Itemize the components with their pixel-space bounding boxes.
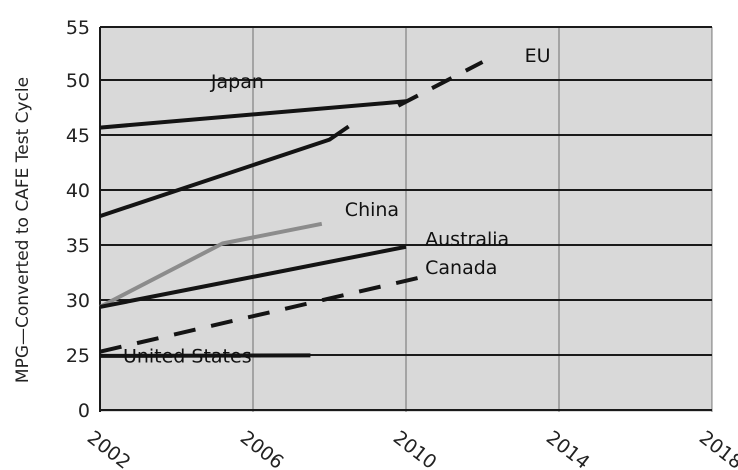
series-line-eu-1 (99, 124, 350, 218)
y-tick-label: 35 (66, 235, 90, 257)
series-label-china: China (345, 199, 399, 221)
series-line-united-states-6 (99, 353, 311, 358)
series-line-japan-0 (99, 99, 407, 130)
y-tick-label: 25 (66, 345, 90, 367)
y-tick-label: 40 (66, 180, 90, 202)
x-tick-label: 2002 (83, 427, 135, 470)
x-tick-label: 2014 (542, 427, 594, 470)
y-tick-label: 30 (66, 290, 90, 312)
x-tick-label: 2018 (695, 427, 738, 470)
series-label-eu: EU (525, 45, 551, 67)
x-tick-label: 2010 (389, 427, 441, 470)
series-lines (99, 60, 484, 358)
y-tick-label: 45 (66, 125, 90, 147)
grid (99, 26, 713, 412)
y-axis-ticks: 0 25 30 35 40 45 50 55 (66, 17, 90, 422)
series-line-eu-2 (397, 60, 484, 108)
series-line-china-3 (99, 221, 323, 309)
series-labels: Japan EU China Australia Canada United States (123, 45, 551, 367)
y-tick-label: 0 (78, 400, 90, 422)
series-label-canada: Canada (425, 257, 497, 279)
y-tick-label: 55 (66, 17, 90, 39)
x-axis-ticks: 2002 2006 2010 2014 2018 (83, 427, 738, 470)
y-tick-label: 50 (66, 70, 90, 92)
series-line-canada-5 (99, 274, 426, 354)
series-label-united-states: United States (123, 345, 252, 367)
series-line-australia-4 (99, 244, 407, 309)
x-tick-label: 2006 (236, 427, 288, 470)
series-label-japan: Japan (210, 71, 264, 93)
series-label-australia: Australia (425, 229, 509, 251)
y-axis-title: MPG—Converted to CAFE Test Cycle (13, 77, 33, 383)
